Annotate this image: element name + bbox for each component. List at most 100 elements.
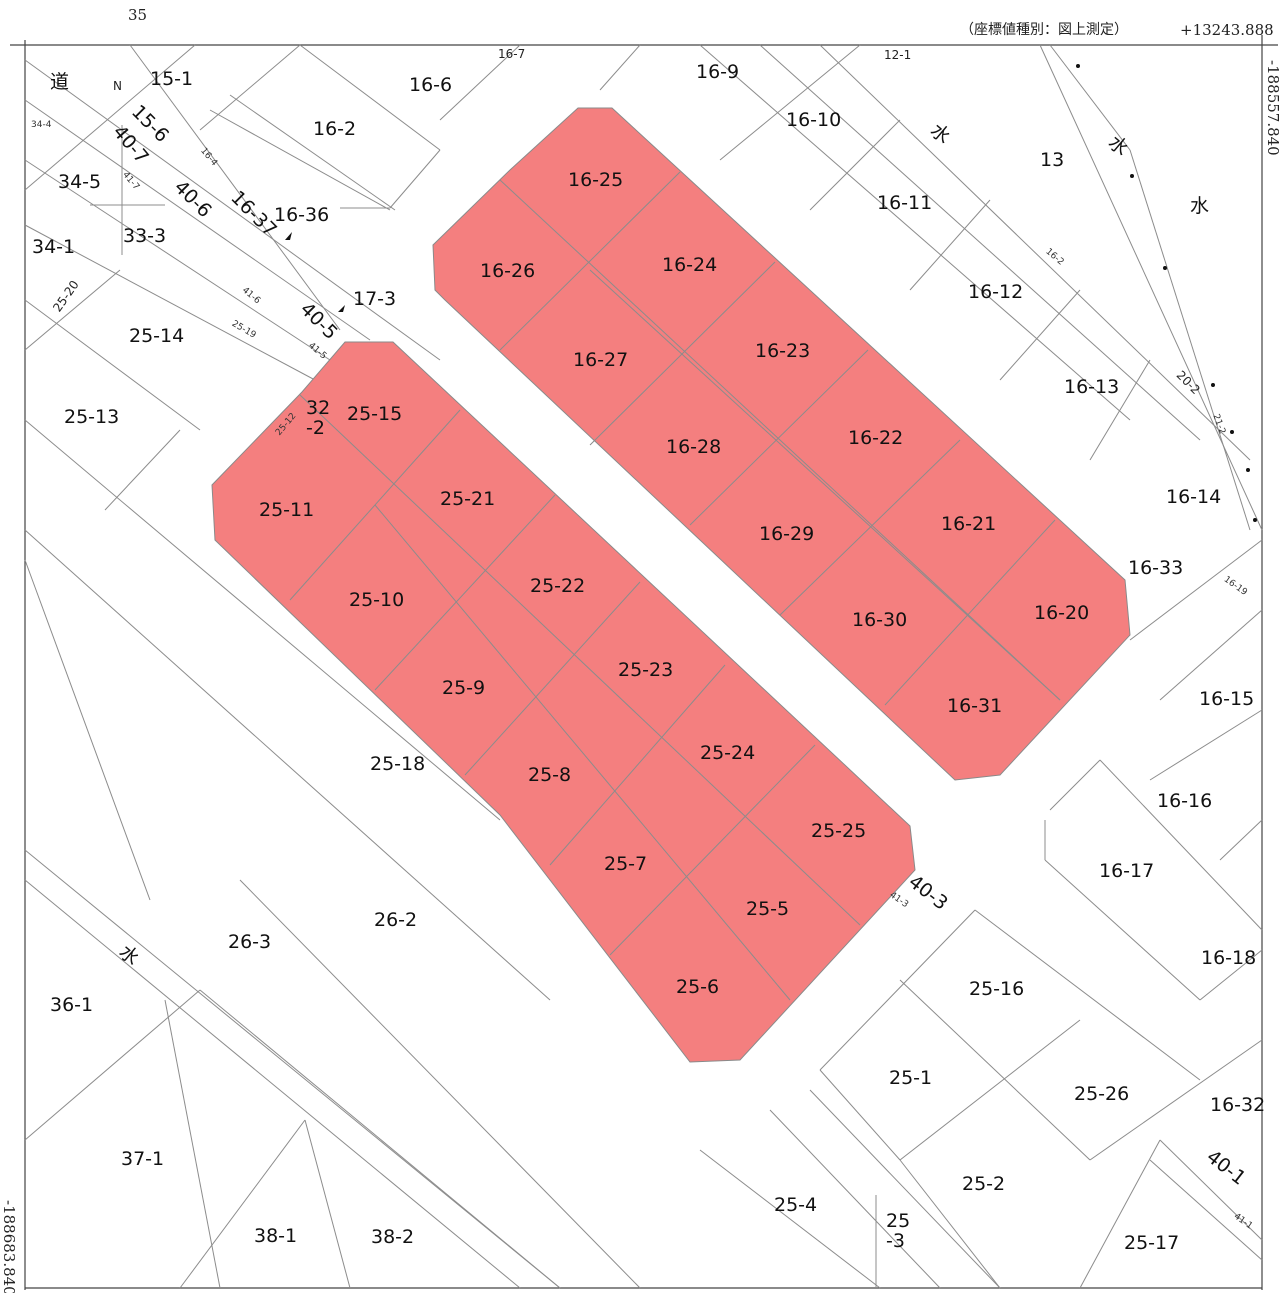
small-parcel-label: 41-3 [888, 890, 910, 910]
parcel-label: 38-2 [371, 1226, 414, 1248]
small-parcel-label: 25-20 [50, 278, 81, 315]
parcel-label: 16-25 [568, 169, 623, 191]
parcel-label: 25-21 [440, 488, 495, 510]
parcel-label: 25-1 [889, 1067, 932, 1089]
parcel-label: 16-12 [968, 281, 1023, 303]
parcel-label: 16-2 [313, 118, 356, 140]
parcel-label: 16-23 [755, 340, 810, 362]
small-parcel-label: 41-7 [120, 170, 141, 192]
parcel-label: 16-11 [877, 192, 932, 214]
small-parcel-label: 16-4 [198, 146, 219, 168]
parcel-label: 25-9 [442, 677, 485, 699]
parcel-label: 16-32 [1210, 1094, 1265, 1116]
coordinate-right-y: -188557.840 [1264, 60, 1282, 156]
split-label-bottom: -3 [886, 1230, 905, 1252]
parcel-boundaries [24, 44, 1263, 1289]
parcel-label: 25-11 [259, 499, 314, 521]
highlighted-subdivisions [289, 171, 1061, 1001]
water-label-1: 水 [926, 119, 955, 148]
road-label: 道 [50, 71, 69, 93]
coordinate-left-y: -188683.840 [0, 1200, 18, 1293]
map-frame [10, 35, 1278, 1290]
highlighted-area [211, 107, 1131, 1063]
parcel-labels: 15-1 16-6 16-9 16-10 16-2 13 16-11 16-12… [32, 61, 1265, 1254]
parcel-label: 15-1 [150, 68, 193, 90]
parcel-label: 34-1 [32, 236, 75, 258]
parcel-label: 16-28 [666, 436, 721, 458]
parcel-label: 16-6 [409, 74, 452, 96]
parcel-label: 36-1 [50, 994, 93, 1016]
parcel-label: 16-16 [1157, 790, 1212, 812]
highlighted-parcel-labels: 16-25 16-26 16-24 16-27 16-23 16-28 16-2… [259, 169, 1089, 998]
parcel-label: 16-10 [786, 109, 841, 131]
parcel-label: 25-10 [349, 589, 404, 611]
channel-marks [285, 64, 1257, 522]
parcel-label: 40-3 [904, 871, 952, 915]
parcel-label: 16-14 [1166, 486, 1221, 508]
parcel-label: 25-17 [1124, 1232, 1179, 1254]
parcel-label: 16-30 [852, 609, 907, 631]
parcel-label: 16-21 [941, 513, 996, 535]
parcel-label: 17-3 [353, 288, 396, 310]
water-label-2: 水 [1104, 131, 1133, 160]
parcel-label: 26-3 [228, 931, 271, 953]
water-label-3: 水 [1190, 195, 1209, 217]
parcel-label: 16-24 [662, 254, 717, 276]
parcel-label: 16-22 [848, 427, 903, 449]
parcel-label: 25-2 [962, 1173, 1005, 1195]
parcel-label: 16-17 [1099, 860, 1154, 882]
parcel-label: 16-31 [947, 695, 1002, 717]
parcel-label: 25-25 [811, 820, 866, 842]
parcel-label: 25-8 [528, 764, 571, 786]
water-label-4: 水 [115, 941, 144, 970]
coordinate-x: +13243.888 [1180, 21, 1274, 39]
parcel-label: 38-1 [254, 1225, 297, 1247]
split-parcel-labels: 32 -2 25 -3 [306, 397, 910, 1252]
small-parcel-label: 34-4 [31, 120, 52, 130]
parcel-label: 25-6 [676, 976, 719, 998]
parcel-label: 16-9 [696, 61, 739, 83]
split-label-top: 32 [306, 397, 330, 419]
parcel-label: 16-37 [226, 187, 281, 242]
parcel-label: 16-33 [1128, 557, 1183, 579]
parcel-label: 16-13 [1064, 376, 1119, 398]
coordinate-type: （座標値種別：図上測定） [960, 22, 1128, 38]
parcel-label: 25-14 [129, 325, 184, 347]
parcel-label: 25-13 [64, 406, 119, 428]
parcel-label: 33-3 [123, 225, 166, 247]
parcel-label: 16-18 [1201, 947, 1256, 969]
parcel-label: 40-1 [1202, 1146, 1250, 1190]
north-arrow-label: N [113, 79, 122, 93]
small-parcel-label: 16-7 [498, 47, 525, 61]
parcel-label: 25-4 [774, 1194, 817, 1216]
parcel-label: 25-24 [700, 742, 755, 764]
parcel-label: 25-5 [746, 898, 789, 920]
split-label-bottom: -2 [306, 417, 325, 439]
parcel-label: 25-16 [969, 978, 1024, 1000]
sheet-number: 35 [128, 6, 147, 24]
parcel-label: 25-15 [347, 403, 402, 425]
parcel-label: 40-5 [296, 298, 342, 344]
parcel-label: 25-18 [370, 753, 425, 775]
small-parcel-label: 12-1 [884, 48, 911, 62]
small-parcel-label: 16-19 [1222, 575, 1249, 598]
split-label-top: 25 [886, 1210, 910, 1232]
small-parcel-label: 20-2 [1174, 368, 1203, 397]
parcel-label: 37-1 [121, 1148, 164, 1170]
highlight-block-south [211, 341, 916, 1063]
parcel-label: 13 [1040, 149, 1064, 171]
parcel-label: 16-27 [573, 349, 628, 371]
parcel-label: 25-22 [530, 575, 585, 597]
parcel-label: 25-23 [618, 659, 673, 681]
parcel-label: 16-26 [480, 260, 535, 282]
parcel-label: 16-15 [1199, 688, 1254, 710]
parcel-label: 40-6 [170, 176, 216, 222]
parcel-label: 26-2 [374, 909, 417, 931]
small-parcel-label: 25-19 [230, 319, 258, 341]
parcel-label: 16-20 [1034, 602, 1089, 624]
small-parcel-label: 41-5 [306, 341, 328, 362]
parcel-label: 16-29 [759, 523, 814, 545]
map-header: 35 （座標値種別：図上測定） +13243.888 -188557.840 -… [0, 6, 1282, 1293]
highlight-block-north [432, 107, 1131, 781]
